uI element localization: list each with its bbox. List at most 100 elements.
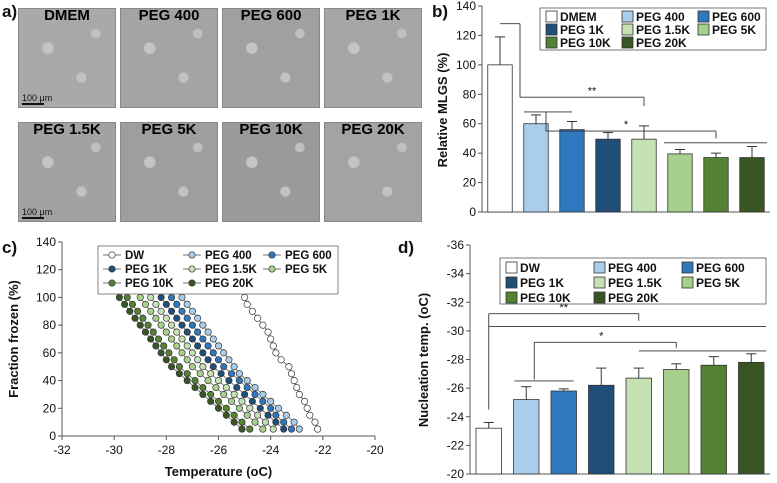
legend-box xyxy=(499,257,767,305)
point-peg-20k xyxy=(162,356,170,364)
point-peg-20k xyxy=(168,363,176,371)
point-peg-1k xyxy=(168,307,176,315)
bar-peg-1-5k xyxy=(625,377,652,475)
point-peg-5k xyxy=(173,342,181,350)
point-peg-400 xyxy=(295,425,303,433)
point-peg-1-5k xyxy=(188,349,196,357)
bar-peg-600 xyxy=(550,390,577,475)
point-peg-20k xyxy=(183,377,191,385)
point-peg-400 xyxy=(290,418,298,426)
point-peg-1k xyxy=(248,397,256,405)
point-peg-5k xyxy=(188,363,196,371)
y-tick-label: 80 xyxy=(463,87,477,101)
point-peg-5k xyxy=(178,349,186,357)
y-tick-label: -32 xyxy=(447,295,465,309)
bar-peg-1-5k xyxy=(631,138,657,213)
legend-swatch-peg-1k xyxy=(545,23,558,36)
point-peg-1-5k xyxy=(183,342,191,350)
y-tick-label: -28 xyxy=(447,353,465,367)
point-peg-20k xyxy=(136,321,144,329)
x-tick-label: -20 xyxy=(366,443,384,457)
panel-b-label: b) xyxy=(432,2,449,21)
legend-label-peg-600: PEG 600 xyxy=(696,261,745,275)
point-peg-1k xyxy=(199,349,207,357)
point-peg-1-5k xyxy=(173,328,181,336)
point-peg-600 xyxy=(243,383,251,392)
point-peg-10k xyxy=(183,370,191,378)
point-peg-20k xyxy=(131,314,139,322)
point-peg-1k xyxy=(217,370,225,378)
bar-peg-600 xyxy=(559,129,585,213)
point-peg-400 xyxy=(230,363,238,371)
point-peg-1-5k xyxy=(147,293,155,301)
bar-dmem xyxy=(487,64,513,213)
point-peg-400 xyxy=(251,383,259,392)
y-axis-title: Fraction frozen (%) xyxy=(6,280,21,398)
point-peg-10k xyxy=(123,293,131,301)
point-peg-1-5k xyxy=(168,321,176,329)
significance-label: * xyxy=(599,330,604,342)
point-peg-5k xyxy=(196,370,204,378)
tile-title: PEG 20K xyxy=(341,121,405,138)
point-peg-1k xyxy=(264,411,272,419)
point-peg-10k xyxy=(149,328,157,336)
point-peg-400 xyxy=(220,349,228,357)
y-tick-label: 120 xyxy=(36,263,56,277)
micrograph-grid: DMEM 100 μm PEG 400 PEG 600 PEG 1K PEG 1.5K 10… xyxy=(18,7,422,225)
point-dw xyxy=(311,418,319,426)
y-tick-label: -22 xyxy=(447,438,465,452)
point-peg-10k xyxy=(238,418,246,426)
scale-bar-label: 100 μm xyxy=(22,207,53,217)
legend-label-peg-1k: PEG 1K xyxy=(520,276,564,290)
legend-marker-peg-20k xyxy=(188,279,196,287)
legend-box xyxy=(97,245,339,295)
point-peg-1-5k xyxy=(214,377,223,385)
point-peg-600 xyxy=(287,425,296,433)
significance-label: ** xyxy=(588,85,597,97)
bar-peg-10k xyxy=(703,157,729,213)
y-tick-label: 100 xyxy=(36,290,56,304)
point-dw xyxy=(259,321,267,329)
legend-swatch-peg-1k xyxy=(505,276,518,289)
point-peg-600 xyxy=(267,404,275,412)
point-peg-20k xyxy=(141,328,150,336)
point-peg-1-5k xyxy=(199,363,207,371)
bar-peg-20k xyxy=(738,361,765,475)
point-peg-5k xyxy=(168,335,176,343)
significance-label: ** xyxy=(559,302,568,314)
point-peg-1k xyxy=(256,404,264,412)
point-peg-600 xyxy=(178,307,186,315)
legend-swatch-peg-400 xyxy=(621,10,634,23)
legend-label-peg-5k: PEG 5K xyxy=(285,264,328,276)
legend-label-peg-1k: PEG 1K xyxy=(560,23,604,37)
point-dw xyxy=(241,293,249,301)
legend-label-dmem: DMEM xyxy=(560,10,597,24)
point-peg-1k xyxy=(194,342,202,350)
point-dw xyxy=(264,328,272,336)
point-peg-400 xyxy=(267,397,275,405)
point-peg-600 xyxy=(251,390,259,398)
point-peg-400 xyxy=(274,404,283,412)
point-peg-5k xyxy=(259,425,267,433)
point-peg-20k xyxy=(115,293,123,301)
point-peg-1k xyxy=(173,314,181,322)
legend-label-peg-10k: PEG 10K xyxy=(520,291,571,305)
point-peg-10k xyxy=(199,383,207,392)
x-axis-title: Temperature (oC) xyxy=(165,464,272,479)
point-peg-1-5k xyxy=(269,425,277,433)
point-peg-600 xyxy=(173,300,181,308)
point-peg-10k xyxy=(128,300,136,308)
point-peg-10k xyxy=(165,349,173,357)
y-tick-label: -30 xyxy=(447,324,465,338)
point-dw xyxy=(267,335,275,343)
legend-label-peg-600: PEG 600 xyxy=(712,10,761,24)
legend-swatch-dmem xyxy=(545,10,558,23)
point-dw xyxy=(290,377,298,385)
y-tick-label: 80 xyxy=(43,318,57,332)
point-peg-1k xyxy=(188,335,196,343)
point-peg-400 xyxy=(259,390,267,398)
y-axis-title: Nucleation temp. (oC) xyxy=(416,293,431,427)
tile-title: PEG 5K xyxy=(141,121,197,138)
point-peg-20k xyxy=(207,397,215,405)
y-tick-label: 100 xyxy=(456,58,476,72)
